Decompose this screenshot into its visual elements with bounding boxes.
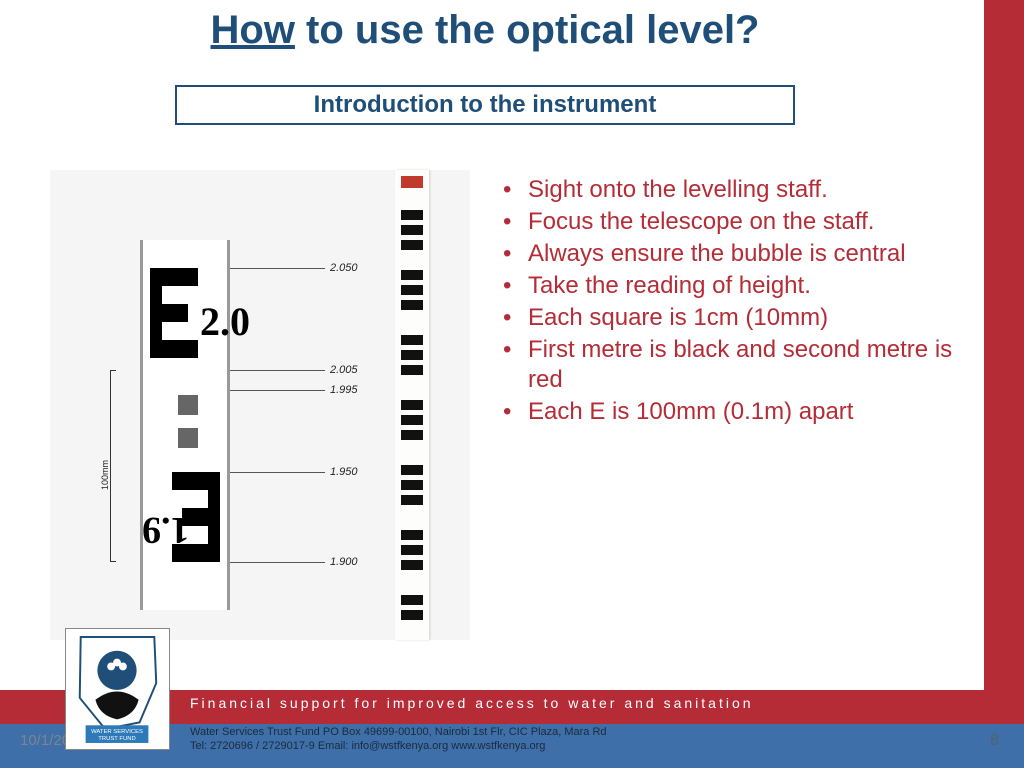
bullet-item: Sight onto the levelling staff. xyxy=(498,175,958,205)
slide: How to use the optical level? Introducti… xyxy=(0,0,1024,768)
bullet-item: Focus the telescope on the staff. xyxy=(498,207,958,237)
logo: WATER SERVICES TRUST FUND xyxy=(65,628,170,750)
logo-text: WATER SERVICES xyxy=(91,729,143,735)
right-accent-bar xyxy=(984,0,1024,700)
bullet-item: First metre is black and second metre is… xyxy=(498,335,958,395)
footer-line2: Tel: 2720696 / 2729017-9 Email: info@wst… xyxy=(190,740,545,752)
title-underlined-word: How xyxy=(211,8,295,52)
staff-photo xyxy=(395,170,429,640)
diagram-bracket-label: 100mm xyxy=(100,460,110,490)
diagram-label-lower: 1.950 xyxy=(330,466,358,478)
subtitle-box: Introduction to the instrument xyxy=(175,85,795,125)
diagram-label-top: 2.050 xyxy=(330,262,358,274)
svg-text:TRUST FUND: TRUST FUND xyxy=(98,736,135,742)
diagram-label-mid1: 2.005 xyxy=(330,364,358,376)
diagram-label-mid2: 1.995 xyxy=(330,384,358,396)
title-rest: to use the optical level? xyxy=(295,8,760,52)
footer-contact: Water Services Trust Fund PO Box 49699-0… xyxy=(190,726,607,754)
bullet-item: Take the reading of height. xyxy=(498,271,958,301)
diagram-lower-number: 1.9 xyxy=(142,508,190,552)
subtitle-text: Introduction to the instrument xyxy=(314,91,657,118)
bullet-list: Sight onto the levelling staff. Focus th… xyxy=(498,175,958,429)
page-number: 8 xyxy=(990,732,999,750)
bullet-item: Each E is 100mm (0.1m) apart xyxy=(498,397,958,427)
bullet-item: Each square is 1cm (10mm) xyxy=(498,303,958,333)
slide-title: How to use the optical level? xyxy=(0,8,970,53)
date-stamp: 10/1/20 xyxy=(20,732,70,749)
diagram-upper-number: 2.0 xyxy=(200,298,250,345)
footer-line1: Water Services Trust Fund PO Box 49699-0… xyxy=(190,726,607,738)
diagram-label-bottom: 1.900 xyxy=(330,556,358,568)
footer-tagline: Financial support for improved access to… xyxy=(190,695,754,711)
bullet-item: Always ensure the bubble is central xyxy=(498,239,958,269)
